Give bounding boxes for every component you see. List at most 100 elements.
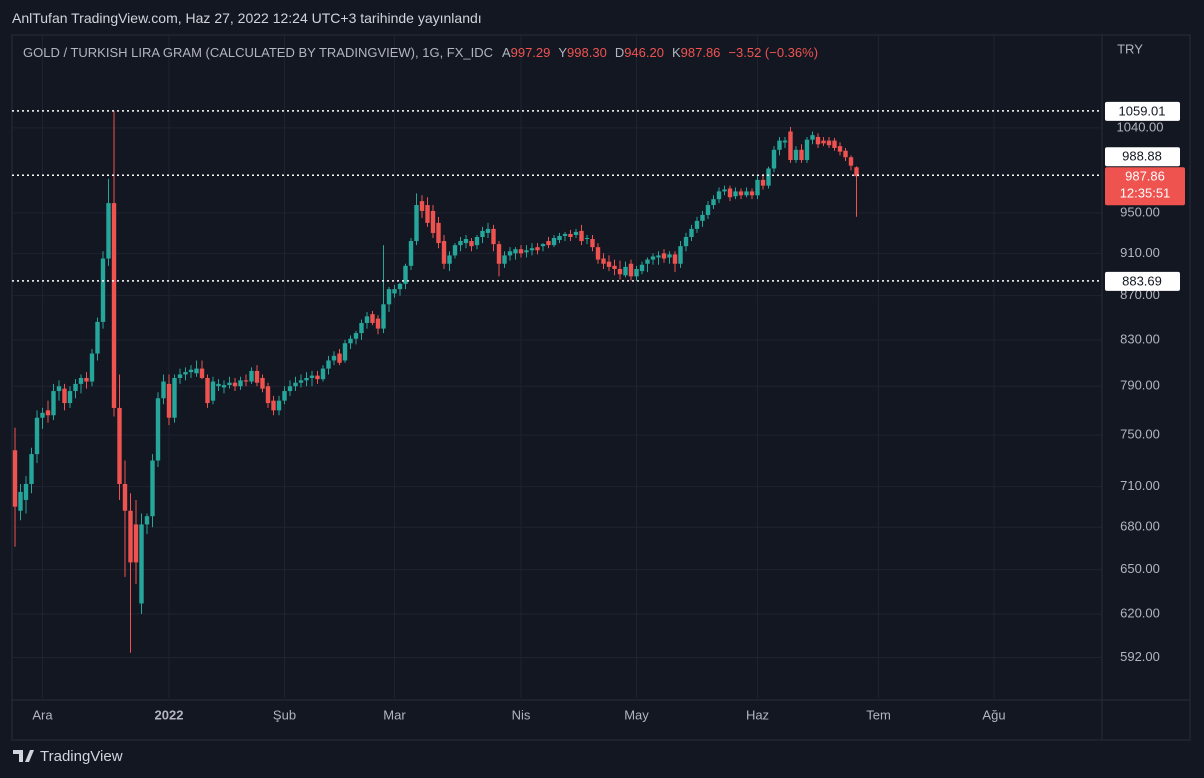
candle-body xyxy=(755,179,760,196)
candle-body xyxy=(452,245,458,256)
price-line-box xyxy=(1105,101,1180,121)
logo-text: TradingView xyxy=(40,748,123,765)
x-tick-label: 2022 xyxy=(155,707,184,722)
candle-body xyxy=(507,251,513,256)
last-price-box xyxy=(1105,167,1185,206)
candle-body xyxy=(722,189,727,192)
candle-body xyxy=(386,289,392,305)
candle-body xyxy=(491,228,496,245)
candle-body xyxy=(711,199,716,206)
candle-body xyxy=(34,417,40,455)
candle-body xyxy=(832,140,837,148)
candle-body xyxy=(276,400,282,411)
candles xyxy=(12,110,1102,653)
candle-body xyxy=(183,372,188,375)
candle-body xyxy=(287,386,293,392)
y-tick-label: 710.00 xyxy=(1120,478,1160,493)
candle-body xyxy=(760,179,766,186)
candle-body xyxy=(540,244,546,247)
candle-body xyxy=(716,191,722,200)
candle-body xyxy=(260,377,265,389)
candle-body xyxy=(595,247,601,260)
candle-body xyxy=(331,355,337,361)
candle-body xyxy=(854,167,859,177)
candle-body xyxy=(309,375,315,378)
candle-body xyxy=(122,483,128,511)
candle-body xyxy=(320,368,326,380)
candle-body xyxy=(667,254,672,258)
candle-body xyxy=(551,237,557,246)
candle-body xyxy=(216,383,221,387)
candle-body xyxy=(463,239,469,244)
candle-body xyxy=(128,510,133,563)
candle-body xyxy=(656,255,661,258)
candle-body xyxy=(689,228,694,237)
candle-body xyxy=(645,259,650,264)
candle-body xyxy=(199,368,205,378)
candle-body xyxy=(271,400,276,411)
candle-body xyxy=(777,140,782,150)
candle-body xyxy=(238,380,243,387)
x-tick-label: Haz xyxy=(746,707,769,722)
candle-body xyxy=(815,136,821,145)
candle-body xyxy=(155,398,161,461)
candle-body xyxy=(359,323,364,334)
candle-body xyxy=(496,244,502,264)
legend-key: K xyxy=(671,45,681,60)
candle-body xyxy=(375,318,381,329)
candle-body xyxy=(524,250,529,253)
candle-body xyxy=(568,233,573,237)
logo: TradingView xyxy=(13,748,123,765)
candle-body xyxy=(617,268,623,275)
candle-body xyxy=(727,188,733,198)
legend: GOLD / TURKISH LIRA GRAM (CALCULATED BY … xyxy=(23,45,826,60)
candle-body xyxy=(221,385,227,388)
candle-body xyxy=(694,220,700,229)
candle-body xyxy=(804,139,810,161)
candle-body xyxy=(672,254,678,264)
candle-body xyxy=(771,149,777,169)
candle-body xyxy=(579,230,584,242)
last-price-label: 987.86 xyxy=(1125,169,1165,184)
price-line-label: 988.88 xyxy=(1122,149,1162,164)
candle-body xyxy=(606,261,612,267)
candle-body xyxy=(628,263,634,277)
candle-body xyxy=(502,255,507,264)
candle-body xyxy=(177,374,183,378)
candle-body xyxy=(469,241,474,247)
x-tick-label: Ağu xyxy=(982,707,1005,722)
legend-key: A xyxy=(501,45,511,60)
candle-body xyxy=(161,381,166,399)
candle-body xyxy=(535,247,540,251)
candle-body xyxy=(249,370,254,382)
candle-body xyxy=(810,135,815,140)
candle-body xyxy=(304,377,309,381)
candle-body xyxy=(447,255,452,264)
candle-body xyxy=(73,383,78,392)
candle-body xyxy=(89,353,95,382)
candle-body xyxy=(298,380,304,383)
candle-body xyxy=(232,382,238,387)
candle-body xyxy=(700,214,705,221)
y-tick-label: 750.00 xyxy=(1120,427,1160,442)
candle-body xyxy=(293,382,298,387)
candle-body xyxy=(100,258,106,322)
candle-body xyxy=(650,256,656,260)
candle-body xyxy=(557,235,562,241)
countdown: 12:35:51 xyxy=(1120,186,1171,201)
candle-body xyxy=(826,140,832,146)
candle-body xyxy=(414,205,419,242)
candle-body xyxy=(837,146,843,152)
candle-body xyxy=(342,343,348,361)
candle-body xyxy=(194,368,199,374)
candle-body xyxy=(265,386,271,404)
candle-body xyxy=(485,228,491,233)
currency: TRY xyxy=(1117,41,1143,56)
candle-body xyxy=(848,157,854,166)
candle-body xyxy=(150,460,155,517)
candle-body xyxy=(254,370,260,383)
candle-body xyxy=(62,388,67,404)
candle-body xyxy=(788,131,793,161)
candle-body xyxy=(364,316,370,324)
